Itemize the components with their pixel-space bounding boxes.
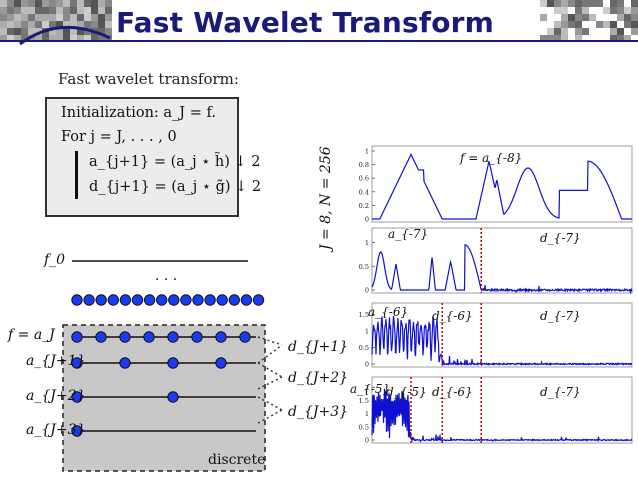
dot-f0-0 [71,294,83,306]
row-label-aJ1: a_{J+1} [26,353,86,369]
dot-row0-6 [215,331,227,343]
header-swoosh [19,25,111,46]
algo-loop: For j = J, . . . , 0 [61,129,177,145]
ytick-label-1-2: 1 [365,239,369,247]
panel-frame-2 [371,302,633,368]
dot-f0-5 [131,294,144,306]
dot-row1-2 [167,357,179,369]
f0-label: f_0 [44,252,66,268]
ytick-label-2-3: 1.5 [359,311,369,319]
algorithm-box: Initialization: a_J = f. For j = J, . . … [45,97,261,217]
ytick-label-0-0: 0 [365,216,369,224]
panel-label-2-2: d_{-7} [540,309,581,323]
dot-f0-9 [180,294,192,306]
dot-f0-4 [119,294,132,306]
algo-loop-bar [75,151,78,199]
algo-init: Initialization: a_J = f. [61,105,216,121]
dot-row0-3 [143,331,155,343]
dot-f0-14 [240,294,253,306]
discrete-box [62,324,266,472]
dot-row0-1 [95,331,107,343]
dot-row3-0 [71,425,83,437]
dot-row2-0 [71,391,83,403]
ytick-label-0-1: 0.2 [359,202,369,210]
ytick-label-1-1: 0.5 [359,263,369,271]
dot-f0-6 [143,294,156,306]
dot-f0-1 [83,294,95,306]
algo-eq-approx: a_{j+1} = (a_j ⋆ h̃) ↓ 2 [89,154,261,170]
row-label-aJ3: a_{J+3} [26,422,86,438]
row-label-aJ: f = a_J [8,327,55,343]
panel-label-3-0: a_{-5} [350,382,390,396]
approx-arrow-0 [257,344,283,364]
dot-f0-2 [95,294,107,306]
panel-frame-1 [371,227,633,294]
dot-row0-4 [167,331,179,343]
signal-trace-2 [371,315,633,367]
dot-f0-3 [107,294,120,306]
filter-bank-diagram [62,260,283,472]
ytick-label-2-0: 0 [365,361,369,369]
dot-row1-3 [215,357,227,369]
ytick-label-0-2: 0.4 [359,188,369,196]
panel-label-3-2: d_{-6} [432,385,473,399]
panel-label-2-1: d_{-6} [432,309,473,323]
title-rule [0,40,638,42]
figure-panel-1: 00.51 [359,227,633,295]
dot-row0-5 [191,331,203,343]
ytick-label-1-0: 0 [365,287,369,295]
row-label-aJ2: a_{J+2} [26,388,86,404]
figure-panel-3: 0 0.5 1 1.5 2 [359,376,633,445]
slide-subtitle: Fast wavelet transform: [58,70,239,88]
ytick-label-0-3: 0.6 [359,175,369,183]
figure-panel-0: 0 0.2 0.4 0.6 0.8 1 [359,145,633,224]
detail-label-dJ1: d_{J+1} [288,339,349,355]
panel-label-3-1: d_{-5} [386,385,427,399]
panel-frame-3 [371,376,633,444]
detail-label-dJ3: d_{J+3} [288,404,349,420]
panel-label-1-1: d_{-7} [540,231,581,245]
dot-f0-10 [192,294,204,306]
figure-panel-2: 0 0.5 1 1.5 [359,302,633,369]
dot-row0-7 [239,331,251,343]
signal-trace-3 [371,388,633,443]
ellipsis: . . . [155,268,178,284]
discrete-label: discrete [208,452,266,468]
signal-trace-0 [372,153,632,220]
ytick-label-3-3: 1.5 [359,397,369,405]
ytick-label-3-1: 0.5 [359,423,369,431]
panel-label-0-0: f = a_{-8} [459,151,522,165]
dot-f0-8 [168,294,180,306]
ytick-label-2-2: 1 [365,328,369,336]
signal-trace-1 [371,244,633,295]
panel-label-1-0: a_{-7} [388,227,428,241]
dot-row1-0 [71,357,83,369]
dot-f0-7 [156,294,168,306]
ytick-label-3-0: 0 [365,437,369,445]
dot-f0-11 [204,294,216,306]
panel-frame-0 [371,145,633,223]
header-decoration [0,0,638,46]
panel-label-2-0: a_{-6} [368,305,408,319]
ytick-label-3-2: 1 [365,410,369,418]
ytick-label-0-5: 1 [365,148,369,156]
algo-eq-detail: d_{j+1} = (a_j ⋆ g̃) ↓ 2 [89,179,262,195]
dot-row0-0 [71,331,83,343]
dot-f0-15 [252,294,265,306]
dot-row2-1 [167,391,179,403]
detail-label-dJ2: d_{J+2} [288,370,349,386]
ytick-label-3-4: 2 [365,384,369,392]
detail-arrow-0 [257,336,283,346]
dot-f0-12 [216,294,228,306]
slide-title: Fast Wavelet Transform [116,6,495,39]
panel-label-3-3: d_{-7} [540,385,581,399]
ytick-label-2-1: 0.5 [359,344,369,352]
dot-row0-2 [119,331,131,343]
dot-f0-13 [228,294,241,306]
figure-side-label: J = 8, N = 256 [318,146,334,250]
ytick-label-0-4: 0.8 [359,161,369,169]
dot-row1-1 [119,357,131,369]
